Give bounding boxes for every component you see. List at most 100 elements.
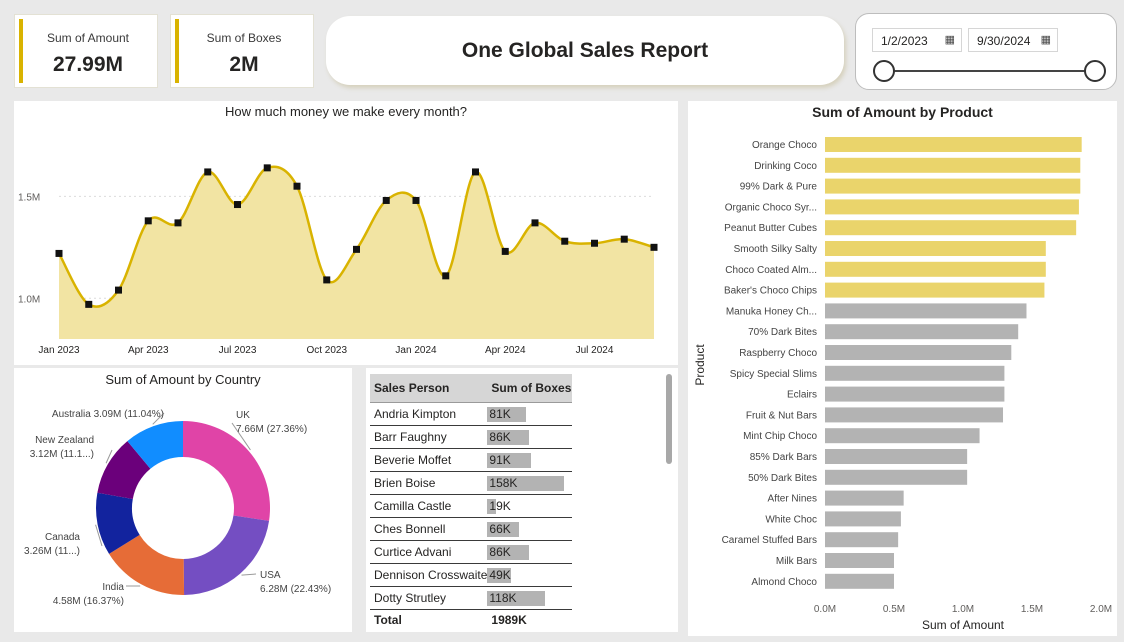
calendar-icon[interactable]: ▦ xyxy=(944,34,955,46)
card-label: Sum of Amount xyxy=(46,31,130,45)
product-bar[interactable] xyxy=(825,241,1046,256)
donut-slice-india[interactable] xyxy=(109,534,185,595)
data-point[interactable] xyxy=(115,286,122,294)
slider-end-handle[interactable] xyxy=(1084,60,1106,82)
data-point[interactable] xyxy=(144,217,152,225)
data-point[interactable] xyxy=(55,249,63,257)
boxes-value: 86K xyxy=(489,429,511,444)
leader-line xyxy=(231,422,251,451)
data-point[interactable] xyxy=(650,243,658,251)
product-bar[interactable] xyxy=(825,407,1004,423)
table-row[interactable]: Dennison Crosswaite 49K xyxy=(370,563,572,587)
product-bar[interactable] xyxy=(825,511,901,527)
product-bar[interactable] xyxy=(825,386,1005,402)
date-range-slicer[interactable]: 1/2/2023 ▦ 9/30/2024 ▦ xyxy=(855,13,1117,90)
x-tick-label: 1.5M xyxy=(1021,604,1043,615)
card-accent xyxy=(175,19,179,83)
data-point[interactable] xyxy=(412,196,420,204)
data-point[interactable] xyxy=(591,239,598,247)
data-point[interactable] xyxy=(234,201,241,209)
table-row[interactable]: Dotty Strutley 118K xyxy=(370,586,572,610)
product-bar[interactable] xyxy=(825,345,1012,360)
sales-person-cell: Brien Boise xyxy=(370,471,488,495)
data-point[interactable] xyxy=(561,237,569,245)
product-bar[interactable] xyxy=(825,178,1081,194)
boxes-cell: 91K xyxy=(487,448,572,472)
table-row[interactable]: Ches Bonnell 66K xyxy=(370,517,572,541)
column-header-sales-person[interactable]: Sales Person xyxy=(370,374,488,403)
product-bar[interactable] xyxy=(825,199,1079,215)
boxes-cell: 86K xyxy=(487,425,572,449)
boxes-data-bar xyxy=(487,475,565,491)
data-point[interactable] xyxy=(501,247,509,255)
data-point[interactable] xyxy=(382,196,390,204)
data-point[interactable] xyxy=(263,164,271,172)
product-bar[interactable] xyxy=(825,157,1081,173)
boxes-cell: 86K xyxy=(487,540,572,564)
slice-label: USA xyxy=(260,570,281,581)
chart-title: Sum of Amount by Country xyxy=(105,372,261,387)
product-bar[interactable] xyxy=(825,532,899,548)
slice-label: UK xyxy=(236,410,250,421)
data-point[interactable] xyxy=(85,300,93,308)
donut-slice-canada[interactable] xyxy=(96,492,140,554)
table-row[interactable]: Curtice Advani 86K xyxy=(370,540,572,564)
category-label: Caramel Stuffed Bars xyxy=(722,535,817,546)
boxes-value: 49K xyxy=(489,567,511,582)
product-bar[interactable] xyxy=(825,573,894,589)
data-point[interactable] xyxy=(531,219,539,227)
product-bar[interactable] xyxy=(825,282,1045,298)
sales-person-cell: Barr Faughny xyxy=(370,425,488,449)
slice-value-label: 7.66M (27.36%) xyxy=(236,424,307,435)
data-point[interactable] xyxy=(472,168,479,176)
product-bar[interactable] xyxy=(825,428,980,444)
slice-label: Australia 3.09M (11.04%) xyxy=(52,409,164,420)
end-date-input[interactable]: 9/30/2024 ▦ xyxy=(968,28,1058,52)
product-bar[interactable] xyxy=(825,469,968,485)
x-tick-label: 0.0M xyxy=(814,604,836,615)
product-bar[interactable] xyxy=(825,303,1027,319)
data-point[interactable] xyxy=(620,235,628,243)
slider-track[interactable] xyxy=(884,70,1096,72)
table-row[interactable]: Brien Boise 158K xyxy=(370,471,572,495)
area-chart-svg: 1.0M 1.5M Jan 2023 Apr 2023 Jul 2023 Oct 2023… xyxy=(18,164,658,356)
total-label: Total xyxy=(374,613,402,628)
boxes-cell: 49K xyxy=(487,563,572,587)
boxes-cell: 158K xyxy=(487,471,572,495)
product-bar[interactable] xyxy=(825,220,1077,236)
product-bar[interactable] xyxy=(825,324,1019,340)
boxes-data-bar xyxy=(487,406,527,422)
product-bar[interactable] xyxy=(825,490,904,506)
donut-slice-australia[interactable] xyxy=(127,421,183,469)
donut-slice-new-zealand[interactable] xyxy=(97,441,151,500)
x-tick-label: Jul 2024 xyxy=(576,345,614,356)
product-bar[interactable] xyxy=(825,365,1005,381)
donut-slice-usa[interactable] xyxy=(183,515,270,595)
x-tick-label: 2.0M xyxy=(1090,604,1112,615)
boxes-data-bar xyxy=(487,544,530,560)
data-point[interactable] xyxy=(353,245,360,253)
data-point[interactable] xyxy=(204,168,212,176)
boxes-cell: 81K xyxy=(487,402,572,426)
table-row[interactable]: Camilla Castle 19K xyxy=(370,494,572,518)
donut-slice-uk[interactable] xyxy=(183,421,270,521)
product-bar[interactable] xyxy=(825,137,1082,152)
column-header-sum-of-boxes[interactable]: Sum of Boxes xyxy=(487,374,572,403)
table-scrollbar[interactable] xyxy=(666,374,672,464)
data-point[interactable] xyxy=(442,272,450,280)
slider-start-handle[interactable] xyxy=(873,60,895,82)
data-point[interactable] xyxy=(293,182,301,190)
data-point[interactable] xyxy=(323,276,331,284)
calendar-icon[interactable]: ▦ xyxy=(1040,34,1051,46)
table-row[interactable]: Andria Kimpton 81K xyxy=(370,402,572,426)
slice-value-label: 4.58M (16.37%) xyxy=(53,596,124,607)
product-bar[interactable] xyxy=(825,449,968,464)
table-row[interactable]: Beverie Moffet 91K xyxy=(370,448,572,472)
table-row[interactable]: Barr Faughny 86K xyxy=(370,425,572,449)
product-bar[interactable] xyxy=(825,553,894,568)
product-bar[interactable] xyxy=(825,261,1046,277)
data-point[interactable] xyxy=(174,219,182,227)
x-tick-label: Oct 2023 xyxy=(306,345,347,356)
category-label: White Choc xyxy=(765,514,817,525)
start-date-input[interactable]: 1/2/2023 ▦ xyxy=(872,28,962,52)
